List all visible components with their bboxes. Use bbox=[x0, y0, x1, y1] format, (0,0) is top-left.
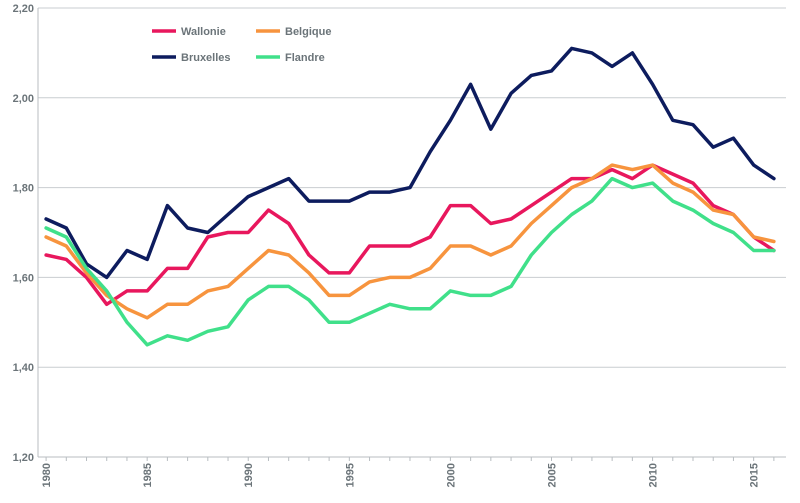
y-tick-label: 2,20 bbox=[13, 3, 34, 15]
x-tick-label: 1990 bbox=[243, 463, 255, 487]
series-line-flandre bbox=[44, 176, 776, 347]
series-lines bbox=[44, 46, 776, 347]
axes: 1,20 1,40 1,60 1,80 2,00 2,20 1980 1985 1990 1995… bbox=[13, 3, 786, 487]
legend-label-belgique: Belgique bbox=[285, 26, 331, 38]
series-line-bruxelles bbox=[44, 46, 776, 280]
x-tick-label: 2000 bbox=[445, 463, 457, 487]
x-tick-label: 1980 bbox=[41, 463, 53, 487]
legend-label-wallonie: Wallonie bbox=[181, 26, 226, 38]
x-tick-label: 2005 bbox=[546, 463, 558, 487]
series-line-belgique bbox=[44, 163, 776, 320]
x-tick-label: 2010 bbox=[648, 463, 660, 487]
y-tick-label: 1,40 bbox=[13, 362, 34, 374]
y-tick-label: 2,00 bbox=[13, 93, 34, 105]
y-tick-label: 1,60 bbox=[13, 272, 34, 284]
legend: Wallonie Belgique Bruxelles Flandre bbox=[152, 26, 331, 64]
x-tick-label: 2015 bbox=[749, 463, 761, 487]
y-tick-label: 1,80 bbox=[13, 183, 34, 195]
legend-label-flandre: Flandre bbox=[285, 52, 325, 64]
x-tick-label: 1985 bbox=[142, 463, 154, 487]
x-tick-label: 1995 bbox=[344, 463, 356, 487]
y-tick-label: 1,20 bbox=[13, 452, 34, 464]
legend-label-bruxelles: Bruxelles bbox=[181, 52, 231, 64]
